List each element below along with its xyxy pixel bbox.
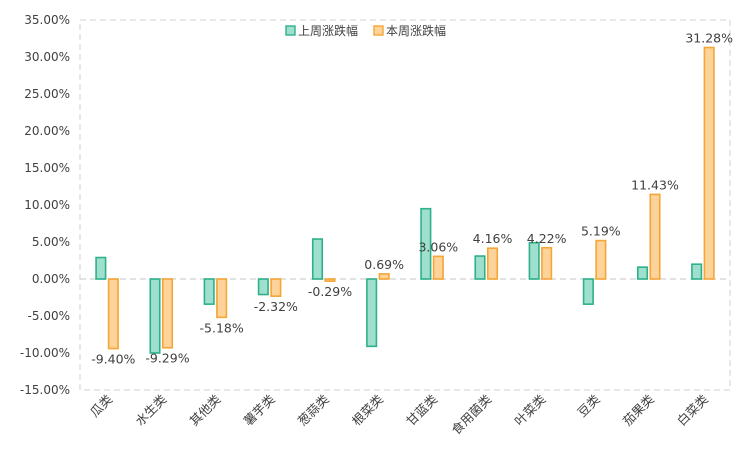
x-category-label: 茄果类 — [620, 391, 657, 428]
bar-this-week — [216, 278, 228, 319]
bar-last-week — [257, 278, 269, 296]
bar-last-week — [95, 256, 107, 280]
y-tick-label: -15.00% — [20, 383, 70, 397]
x-category-label: 甘蓝类 — [403, 391, 440, 428]
y-tick-label: 5.00% — [32, 235, 70, 249]
y-tick-label: 25.00% — [24, 87, 70, 101]
bar-last-week — [203, 278, 215, 305]
legend-label-this-week: 本周涨跌幅 — [386, 23, 446, 38]
plot-frame — [79, 19, 731, 391]
bar-last-week — [474, 255, 486, 280]
data-label: -2.32% — [254, 299, 298, 314]
x-category-label: 瓜类 — [87, 391, 116, 420]
data-label: 4.22% — [527, 231, 567, 246]
bar-last-week — [636, 266, 649, 280]
y-tick-label: -5.00% — [28, 309, 70, 323]
data-label: 31.28% — [685, 31, 733, 46]
bar-last-week — [311, 238, 324, 280]
bar-this-week — [703, 46, 715, 280]
legend-swatch-last-week — [285, 25, 296, 36]
x-category-label: 葱蒜类 — [295, 391, 332, 428]
y-tick-label: -10.00% — [20, 346, 70, 360]
bar-this-week — [324, 278, 336, 282]
y-tick-label: 35.00% — [24, 13, 70, 27]
data-label: -9.40% — [91, 352, 135, 367]
data-label: 5.19% — [581, 224, 621, 239]
data-label: 11.43% — [631, 177, 679, 192]
data-label: -9.29% — [145, 351, 189, 366]
y-tick-label: 20.00% — [24, 124, 70, 138]
x-category-label: 其他类 — [186, 391, 223, 428]
bar-this-week — [649, 193, 661, 280]
bar-this-week — [161, 278, 174, 349]
data-label: 0.69% — [364, 257, 404, 272]
x-category-label: 水生类 — [132, 391, 169, 428]
x-category-label: 叶菜类 — [511, 391, 548, 428]
bar-this-week — [486, 247, 499, 280]
x-category-label: 根菜类 — [349, 391, 386, 428]
data-labels-group: -9.40% -9.29% -5.18% -2.32% -0.29% 0.69% 3.06%… — [91, 31, 733, 367]
bar-this-week — [270, 278, 282, 297]
data-label: -0.29% — [308, 284, 352, 299]
x-category-label: 豆类 — [574, 391, 603, 420]
y-axis: 35.00% 30.00% 25.00% 20.00% 15.00% 10.00% 5.00… — [20, 13, 730, 397]
bar-this-week — [595, 239, 607, 280]
bar-last-week — [528, 241, 540, 280]
data-label: 3.06% — [418, 239, 458, 254]
y-tick-label: 30.00% — [24, 50, 70, 64]
legend-swatch-this-week — [373, 25, 384, 36]
bar-last-week — [582, 278, 594, 305]
bar-this-week — [432, 255, 444, 280]
bars-group — [95, 46, 715, 354]
bar-this-week — [107, 278, 119, 350]
x-category-label: 薯芋类 — [241, 391, 278, 428]
bar-last-week — [366, 278, 378, 348]
y-tick-label: 15.00% — [24, 161, 70, 175]
y-tick-label: 10.00% — [24, 198, 70, 212]
x-category-label: 白菜类 — [674, 391, 711, 428]
y-tick-label: 0.00% — [32, 272, 70, 286]
legend: 上周涨跌幅 本周涨跌幅 — [285, 23, 446, 38]
bar-last-week — [149, 278, 161, 354]
legend-label-last-week: 上周涨跌幅 — [298, 23, 358, 38]
x-axis: 瓜类 水生类 其他类 薯芋类 葱蒜类 根菜类 甘蓝类 食用菌类 叶菜类 豆类 茄果类 白菜类 — [87, 391, 711, 437]
x-category-label: 食用菌类 — [448, 391, 494, 437]
bar-this-week — [541, 246, 553, 280]
bar-last-week — [691, 263, 703, 280]
bar-last-week — [420, 207, 432, 280]
bar-this-week — [378, 273, 390, 280]
data-label: 4.16% — [473, 231, 513, 246]
data-label: -5.18% — [200, 320, 244, 335]
